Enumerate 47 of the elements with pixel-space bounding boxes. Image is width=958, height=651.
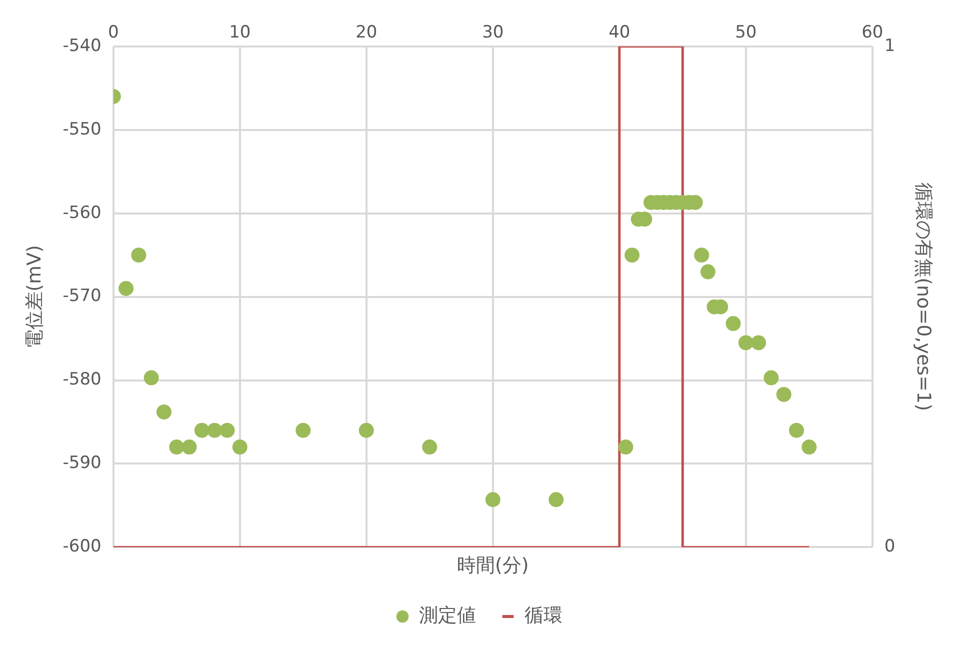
y-tick-label: -570 bbox=[62, 286, 102, 306]
point bbox=[182, 440, 197, 455]
point bbox=[156, 404, 172, 420]
point bbox=[169, 440, 184, 455]
point bbox=[776, 386, 792, 402]
x-tick-label: 60 bbox=[862, 22, 884, 43]
x-tick-label: 0 bbox=[108, 22, 119, 43]
point bbox=[738, 335, 754, 350]
y-tick-label: -550 bbox=[62, 119, 102, 140]
point bbox=[802, 440, 817, 455]
x-tick-label: 50 bbox=[735, 22, 757, 43]
point bbox=[485, 492, 500, 508]
x-tick-label: 10 bbox=[229, 22, 251, 43]
legend-label: 測定値 bbox=[419, 604, 476, 626]
point bbox=[207, 422, 222, 438]
y-axis-title: 電位差(mV) bbox=[23, 245, 46, 348]
point bbox=[296, 422, 311, 438]
point bbox=[232, 440, 248, 455]
point bbox=[788, 422, 804, 438]
y-tick-label: -540 bbox=[62, 36, 102, 56]
point bbox=[548, 492, 564, 508]
x-tick-label: 20 bbox=[356, 22, 378, 43]
point bbox=[131, 248, 146, 263]
point bbox=[694, 248, 710, 263]
y2-axis-title: 循環の有無(no=0,yes=1) bbox=[912, 182, 935, 411]
point bbox=[118, 280, 134, 296]
x-axis-title: 時間(分) bbox=[456, 554, 529, 577]
point bbox=[358, 422, 374, 438]
y-tick-label: -560 bbox=[62, 202, 102, 223]
point bbox=[700, 264, 716, 280]
y2-tick-label: 1 bbox=[884, 36, 896, 56]
point bbox=[194, 422, 210, 438]
point bbox=[751, 335, 766, 350]
x-tick-label: 40 bbox=[608, 22, 630, 43]
y-tick-label: -590 bbox=[62, 453, 102, 474]
point bbox=[624, 248, 640, 263]
point bbox=[422, 440, 438, 455]
point bbox=[618, 440, 634, 455]
x-tick-label: 30 bbox=[482, 22, 504, 43]
point bbox=[144, 370, 159, 386]
point bbox=[220, 422, 235, 438]
y-tick-label: -600 bbox=[62, 536, 102, 557]
y-tick-label: -580 bbox=[62, 370, 102, 390]
point bbox=[764, 370, 779, 386]
y2-tick-label: 0 bbox=[884, 536, 896, 557]
legend-label: 循環 bbox=[524, 604, 562, 626]
point bbox=[726, 316, 741, 332]
